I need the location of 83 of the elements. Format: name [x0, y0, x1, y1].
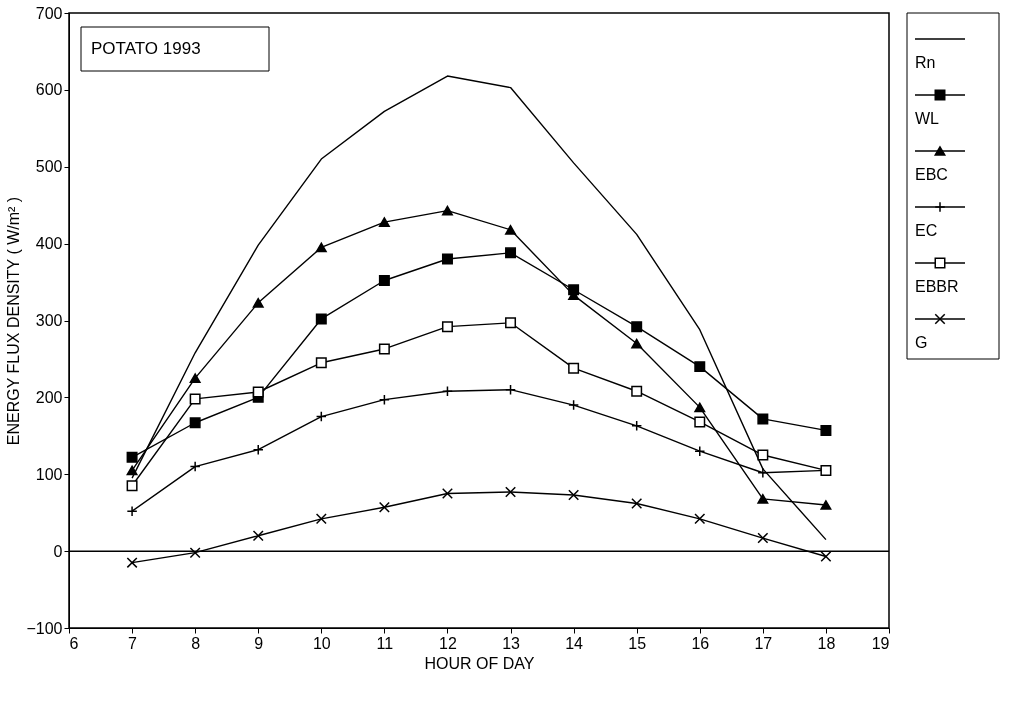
y-tick-label: 200	[35, 388, 63, 406]
point	[126, 451, 138, 463]
point	[694, 513, 706, 525]
point	[189, 393, 201, 405]
point	[631, 338, 643, 349]
point	[505, 317, 517, 329]
legend-label: EBBR	[915, 278, 959, 295]
point	[631, 497, 643, 509]
point	[694, 361, 706, 373]
point	[378, 501, 390, 513]
point	[631, 321, 643, 333]
legend-label: G	[915, 334, 928, 351]
point	[568, 489, 580, 501]
point	[631, 420, 643, 432]
point	[126, 480, 138, 492]
x-tick-label: 12	[439, 634, 457, 652]
x-tick-label: 15	[628, 634, 647, 652]
legend-label: Rn	[915, 54, 936, 71]
point	[757, 449, 769, 461]
point	[126, 557, 138, 569]
x-tick-label: 13	[502, 634, 521, 652]
point	[315, 357, 327, 369]
point	[694, 402, 706, 413]
x-tick-label: 17	[754, 634, 773, 652]
point	[189, 547, 201, 559]
point	[757, 532, 769, 544]
y-tick-label: 400	[35, 235, 63, 253]
y-tick-label: 500	[35, 158, 63, 176]
text: POTATO 1993	[91, 39, 201, 58]
point	[252, 386, 264, 398]
point	[315, 313, 327, 325]
x-tick-label: 19	[871, 634, 890, 652]
y-tick-label: −100	[26, 619, 63, 637]
point	[189, 373, 201, 384]
point	[441, 253, 453, 265]
point	[252, 530, 264, 542]
x-tick-label: 8	[191, 634, 201, 652]
point	[505, 247, 517, 259]
y-tick-label: 0	[53, 542, 63, 560]
point	[315, 513, 327, 525]
legend-label: EC	[915, 222, 938, 239]
point	[505, 384, 517, 396]
point	[568, 399, 580, 411]
point	[378, 343, 390, 355]
point	[441, 205, 453, 216]
point	[820, 551, 832, 562]
point	[631, 385, 643, 397]
point	[315, 242, 327, 253]
point	[441, 385, 453, 397]
point	[315, 411, 327, 423]
x-tick-label: 16	[691, 634, 710, 652]
point	[820, 424, 832, 436]
point	[505, 486, 517, 498]
legend-label: WL	[915, 110, 940, 127]
x-tick-label: 10	[312, 634, 331, 652]
y-tick-label: 600	[35, 81, 63, 99]
x-tick-label: 9	[254, 634, 264, 652]
x-axis-title: HOUR OF DAY	[424, 654, 535, 672]
x-tick-label: 18	[817, 634, 836, 652]
x-tick-label: 6	[69, 634, 79, 652]
x-tick-label: 14	[565, 634, 584, 652]
y-tick-label: 700	[35, 4, 63, 22]
point	[441, 487, 453, 499]
point	[441, 321, 453, 333]
point	[378, 394, 390, 406]
point	[189, 461, 201, 473]
point	[505, 224, 517, 235]
point	[189, 417, 201, 429]
point	[757, 413, 769, 425]
point	[694, 416, 706, 428]
point	[126, 465, 138, 476]
point	[378, 217, 390, 227]
point	[757, 493, 769, 504]
y-tick-label: 100	[35, 465, 63, 483]
point	[252, 297, 264, 308]
point	[820, 500, 832, 510]
x-tick-label: 11	[376, 634, 394, 652]
y-axis-title: ENERGY FLUX DENSITY ( W/m² )	[5, 196, 23, 446]
x-tick-label: 7	[128, 634, 138, 652]
legend-label: EBC	[915, 166, 948, 183]
point	[568, 362, 580, 374]
y-tick-label: 300	[35, 312, 63, 329]
point	[378, 275, 390, 287]
